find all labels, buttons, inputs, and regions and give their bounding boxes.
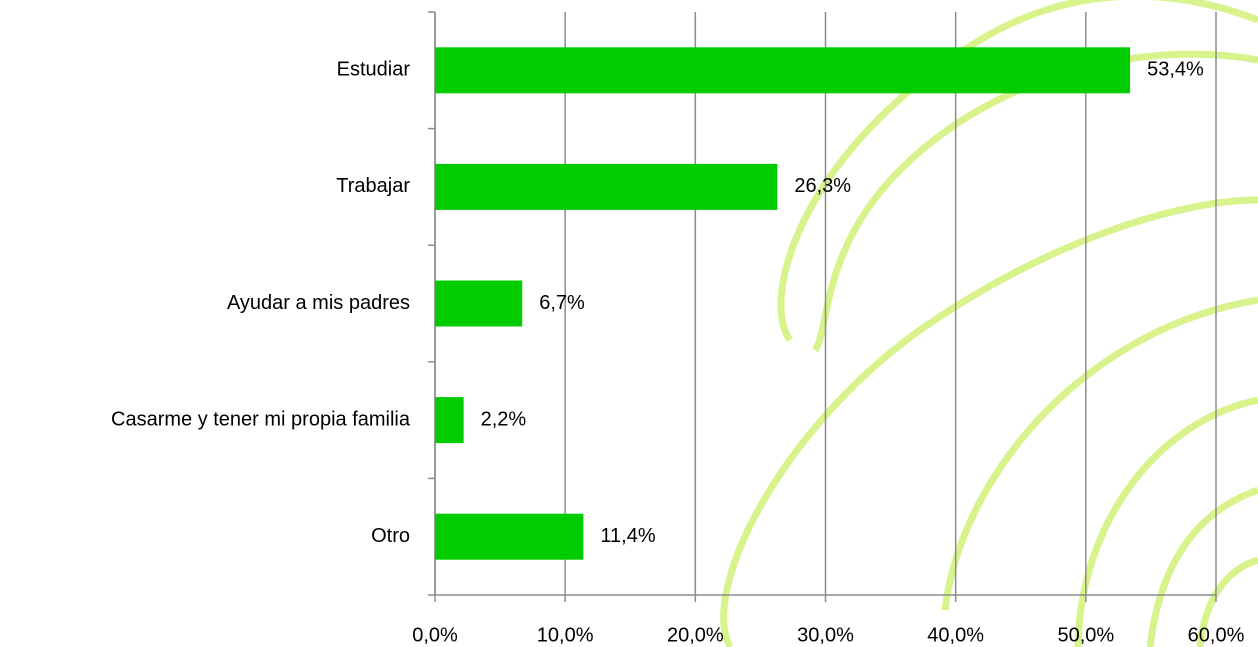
value-label: 26,3%	[794, 175, 851, 197]
category-label: Ayudar a mis padres	[227, 292, 410, 314]
category-label: Trabajar	[336, 175, 410, 197]
bar	[435, 47, 1130, 93]
value-label: 2,2%	[481, 408, 527, 430]
x-tick-label: 40,0%	[927, 624, 984, 646]
bar	[435, 164, 777, 210]
decor-arc	[724, 200, 1258, 647]
category-label: Estudiar	[337, 59, 411, 81]
category-label: Casarme y tener mi propia familia	[111, 408, 411, 430]
x-tick-label: 30,0%	[797, 624, 854, 646]
bar	[435, 397, 464, 443]
x-tick-label: 20,0%	[667, 624, 724, 646]
value-label: 53,4%	[1147, 59, 1204, 81]
category-label: Otro	[371, 525, 410, 547]
bar	[435, 281, 522, 327]
background-decoration	[724, 0, 1258, 647]
x-tick-label: 10,0%	[537, 624, 594, 646]
chart: 0,0% 10,0% 20,0% 30,0% 40,0% 50,0% 60,0% Estudi…	[0, 0, 1258, 647]
x-tick-label: 0,0%	[412, 624, 458, 646]
decor-arc	[1078, 400, 1258, 647]
value-label: 11,4%	[600, 525, 655, 547]
decor-arc	[945, 300, 1258, 610]
x-tick-label: 50,0%	[1057, 624, 1114, 646]
x-tick-label: 60,0%	[1188, 624, 1245, 646]
value-label: 6,7%	[539, 292, 585, 314]
bar	[435, 514, 583, 560]
decor-arc	[815, 54, 1258, 350]
